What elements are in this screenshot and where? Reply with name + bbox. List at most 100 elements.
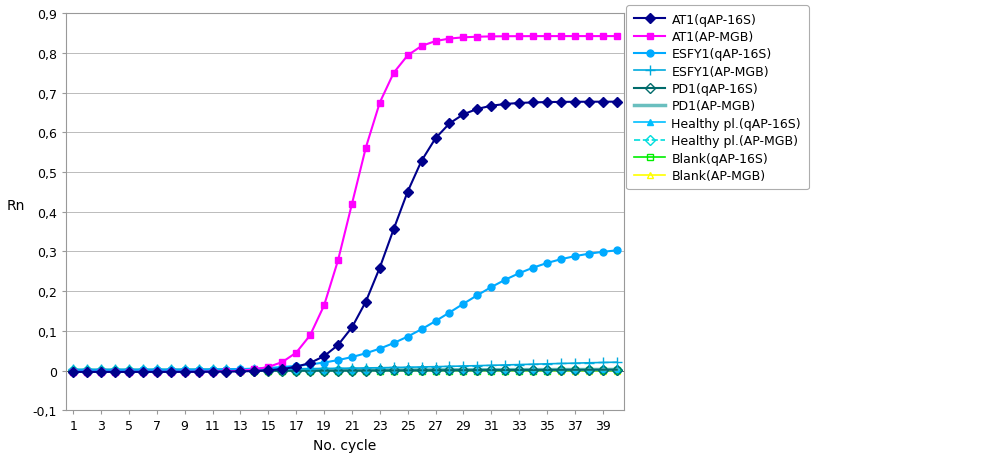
AT1(AP-MGB) bbox=[499, 34, 511, 40]
Healthy pl.(qAP-16S) bbox=[402, 367, 414, 373]
PD1(AP-MGB) bbox=[164, 368, 176, 373]
Healthy pl.(AP-MGB) bbox=[221, 368, 233, 373]
Blank(qAP-16S) bbox=[81, 368, 93, 374]
Healthy pl.(qAP-16S) bbox=[485, 367, 497, 373]
Legend: AT1(qAP-16S), AT1(AP-MGB), ESFY1(qAP-16S), ESFY1(AP-MGB), PD1(qAP-16S), PD1(AP-M: AT1(qAP-16S), AT1(AP-MGB), ESFY1(qAP-16S… bbox=[627, 6, 809, 190]
ESFY1(qAP-16S) bbox=[123, 368, 135, 374]
Blank(AP-MGB) bbox=[471, 369, 483, 374]
AT1(qAP-16S) bbox=[569, 100, 581, 105]
ESFY1(AP-MGB) bbox=[527, 362, 539, 367]
Blank(AP-MGB) bbox=[276, 369, 288, 374]
PD1(AP-MGB) bbox=[527, 367, 539, 373]
AT1(AP-MGB) bbox=[81, 369, 93, 375]
AT1(AP-MGB) bbox=[597, 34, 609, 40]
Blank(AP-MGB) bbox=[388, 369, 400, 374]
Blank(AP-MGB) bbox=[611, 368, 623, 374]
ESFY1(AP-MGB) bbox=[123, 367, 135, 372]
ESFY1(AP-MGB) bbox=[248, 366, 260, 372]
PD1(AP-MGB) bbox=[221, 368, 233, 373]
ESFY1(AP-MGB) bbox=[346, 365, 357, 371]
ESFY1(AP-MGB) bbox=[304, 366, 316, 371]
Healthy pl.(AP-MGB) bbox=[527, 367, 539, 373]
AT1(qAP-16S) bbox=[179, 369, 191, 375]
AT1(qAP-16S) bbox=[471, 107, 483, 112]
Blank(AP-MGB) bbox=[318, 369, 330, 374]
Healthy pl.(qAP-16S) bbox=[444, 367, 455, 373]
Blank(AP-MGB) bbox=[402, 369, 414, 374]
Healthy pl.(AP-MGB) bbox=[248, 368, 260, 373]
Healthy pl.(qAP-16S) bbox=[235, 368, 247, 373]
ESFY1(AP-MGB) bbox=[235, 366, 247, 372]
PD1(qAP-16S) bbox=[444, 368, 455, 373]
AT1(qAP-16S) bbox=[332, 342, 344, 348]
PD1(qAP-16S) bbox=[304, 368, 316, 374]
ESFY1(AP-MGB) bbox=[193, 367, 205, 372]
AT1(AP-MGB) bbox=[207, 369, 219, 375]
ESFY1(AP-MGB) bbox=[542, 361, 553, 367]
Healthy pl.(AP-MGB) bbox=[569, 367, 581, 373]
AT1(AP-MGB) bbox=[248, 367, 260, 372]
Blank(AP-MGB) bbox=[150, 369, 162, 374]
AT1(AP-MGB) bbox=[471, 35, 483, 40]
Blank(AP-MGB) bbox=[193, 369, 205, 374]
ESFY1(qAP-16S) bbox=[611, 248, 623, 253]
AT1(qAP-16S) bbox=[542, 100, 553, 106]
ESFY1(qAP-16S) bbox=[430, 319, 442, 324]
Blank(AP-MGB) bbox=[597, 368, 609, 374]
AT1(AP-MGB) bbox=[67, 369, 79, 375]
ESFY1(AP-MGB) bbox=[221, 367, 233, 372]
Healthy pl.(qAP-16S) bbox=[457, 367, 469, 373]
Blank(qAP-16S) bbox=[290, 368, 302, 374]
Blank(qAP-16S) bbox=[164, 368, 176, 374]
ESFY1(AP-MGB) bbox=[457, 364, 469, 369]
Healthy pl.(qAP-16S) bbox=[471, 367, 483, 373]
PD1(AP-MGB) bbox=[235, 368, 247, 373]
ESFY1(AP-MGB) bbox=[374, 365, 386, 371]
Healthy pl.(AP-MGB) bbox=[374, 368, 386, 373]
AT1(qAP-16S) bbox=[81, 369, 93, 375]
Blank(AP-MGB) bbox=[457, 369, 469, 374]
PD1(AP-MGB) bbox=[346, 367, 357, 373]
Blank(qAP-16S) bbox=[109, 368, 121, 374]
Blank(AP-MGB) bbox=[164, 369, 176, 374]
PD1(AP-MGB) bbox=[513, 367, 525, 373]
ESFY1(qAP-16S) bbox=[402, 334, 414, 340]
Blank(qAP-16S) bbox=[430, 368, 442, 374]
AT1(qAP-16S) bbox=[304, 360, 316, 366]
Healthy pl.(AP-MGB) bbox=[611, 367, 623, 373]
Blank(qAP-16S) bbox=[457, 368, 469, 374]
ESFY1(AP-MGB) bbox=[164, 367, 176, 372]
AT1(AP-MGB) bbox=[109, 369, 121, 375]
Healthy pl.(qAP-16S) bbox=[81, 368, 93, 373]
AT1(AP-MGB) bbox=[444, 37, 455, 42]
ESFY1(qAP-16S) bbox=[471, 293, 483, 298]
Healthy pl.(AP-MGB) bbox=[583, 367, 595, 373]
Blank(qAP-16S) bbox=[276, 368, 288, 374]
PD1(qAP-16S) bbox=[150, 369, 162, 374]
Healthy pl.(AP-MGB) bbox=[318, 368, 330, 373]
ESFY1(AP-MGB) bbox=[95, 367, 107, 372]
Healthy pl.(AP-MGB) bbox=[123, 368, 135, 373]
Blank(AP-MGB) bbox=[332, 369, 344, 374]
Blank(AP-MGB) bbox=[81, 369, 93, 374]
ESFY1(qAP-16S) bbox=[569, 254, 581, 259]
Line: PD1(qAP-16S): PD1(qAP-16S) bbox=[69, 366, 620, 375]
ESFY1(qAP-16S) bbox=[248, 366, 260, 371]
Blank(AP-MGB) bbox=[179, 369, 191, 374]
ESFY1(qAP-16S) bbox=[221, 367, 233, 372]
Blank(AP-MGB) bbox=[485, 369, 497, 374]
Line: Blank(qAP-16S): Blank(qAP-16S) bbox=[69, 367, 620, 374]
Blank(AP-MGB) bbox=[499, 369, 511, 374]
ESFY1(AP-MGB) bbox=[597, 360, 609, 365]
AT1(qAP-16S) bbox=[457, 112, 469, 118]
Blank(qAP-16S) bbox=[207, 368, 219, 374]
ESFY1(AP-MGB) bbox=[81, 367, 93, 372]
AT1(AP-MGB) bbox=[555, 34, 567, 40]
PD1(AP-MGB) bbox=[276, 368, 288, 373]
PD1(qAP-16S) bbox=[262, 368, 274, 374]
Blank(qAP-16S) bbox=[221, 368, 233, 374]
PD1(AP-MGB) bbox=[444, 367, 455, 373]
Line: PD1(AP-MGB): PD1(AP-MGB) bbox=[73, 369, 617, 370]
PD1(qAP-16S) bbox=[164, 369, 176, 374]
Healthy pl.(AP-MGB) bbox=[109, 368, 121, 373]
